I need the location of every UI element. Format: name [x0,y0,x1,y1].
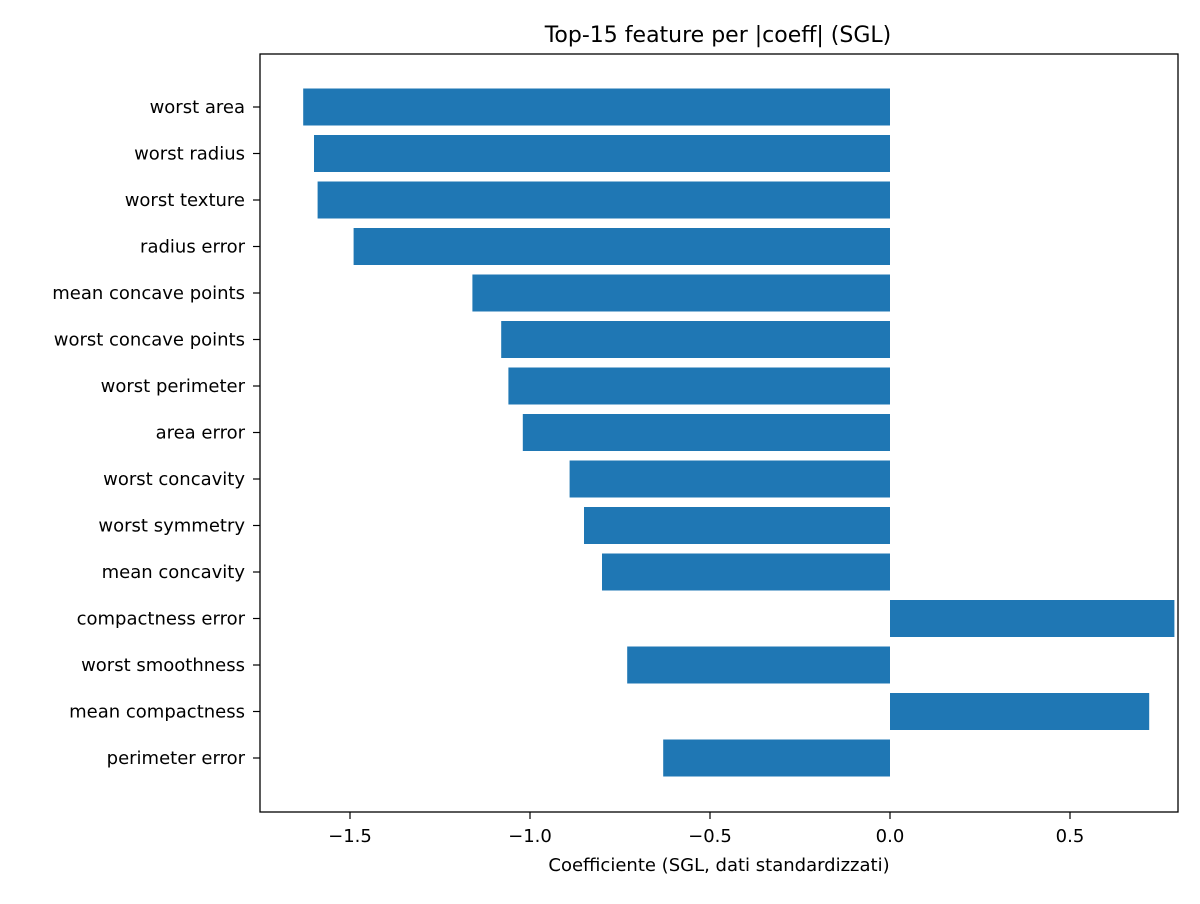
x-tick-label-0: −1.5 [328,826,372,847]
x-axis-label: Coefficiente (SGL, dati standardizzati) [548,855,889,876]
bar-area-error [522,414,890,451]
bar-mean-concave-points [472,274,890,312]
y-tick-label-worst-area: worst area [150,97,245,118]
chart-title: Top-15 feature per |coeff| (SGL) [544,23,892,48]
bar-mean-compactness [890,693,1150,730]
bar-worst-symmetry [584,507,890,544]
y-tick-label-worst-concave-points: worst concave points [54,330,245,351]
bar-compactness-error [890,600,1175,637]
bar-mean-concavity [602,553,890,591]
bar-radius-error [353,228,891,265]
y-tick-label-mean-concavity: mean concavity [102,562,246,583]
bar-worst-concave-points [501,321,890,358]
y-tick-label-worst-perimeter: worst perimeter [101,376,246,397]
bar-worst-area [303,88,890,126]
bar-worst-perimeter [508,367,890,405]
bars-layer [303,88,1175,777]
y-tick-label-radius-error: radius error [140,237,246,258]
y-tick-label-worst-radius: worst radius [134,144,245,165]
x-tick-label-2: −0.5 [688,826,732,847]
plot-frame [259,53,1179,813]
bar-perimeter-error [663,739,890,777]
y-tick-label-worst-texture: worst texture [125,190,245,211]
y-tick-label-worst-concavity: worst concavity [103,469,245,490]
y-tick-label-mean-compactness: mean compactness [69,702,245,723]
bar-worst-smoothness [627,646,890,684]
y-tick-label-compactness-error: compactness error [77,609,246,630]
x-tick-label-1: −1.0 [508,826,552,847]
x-tick-label-3: 0.0 [876,826,905,847]
y-tick-label-worst-smoothness: worst smoothness [81,655,245,676]
x-axis-ticks: −1.5 −1.0 −0.5 0.0 0.5 [328,812,1084,847]
y-tick-label-mean-concave-points: mean concave points [52,283,245,304]
y-tick-label-area-error: area error [156,423,246,444]
x-tick-label-4: 0.5 [1056,826,1085,847]
y-tick-label-perimeter-error: perimeter error [107,748,246,769]
y-axis-ticks: worst area worst radius worst texture radiu… [52,97,260,769]
bar-worst-concavity [569,460,890,498]
bar-worst-texture [317,181,891,219]
bar-worst-radius [314,135,890,172]
y-tick-label-worst-symmetry: worst symmetry [98,516,245,537]
